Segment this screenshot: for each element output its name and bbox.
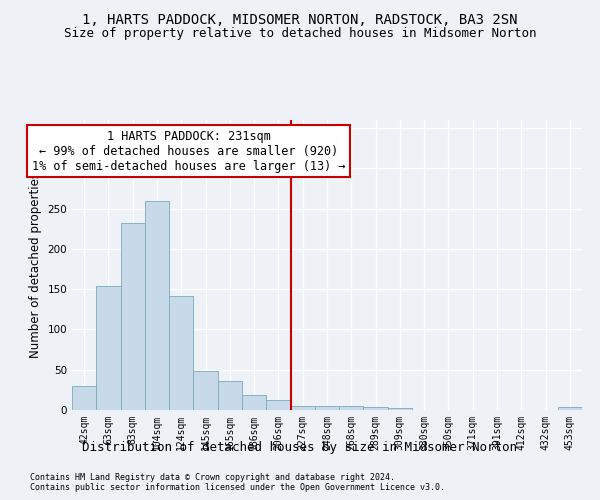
Bar bbox=[121, 223, 145, 410]
Y-axis label: Number of detached properties: Number of detached properties bbox=[29, 172, 42, 358]
Bar bbox=[72, 386, 96, 410]
Bar bbox=[339, 406, 364, 410]
Text: 1 HARTS PADDOCK: 231sqm
← 99% of detached houses are smaller (920)
1% of semi-de: 1 HARTS PADDOCK: 231sqm ← 99% of detache… bbox=[32, 130, 346, 172]
Bar bbox=[242, 394, 266, 410]
Bar bbox=[169, 296, 193, 410]
Bar bbox=[218, 381, 242, 410]
Bar bbox=[388, 408, 412, 410]
Text: Contains public sector information licensed under the Open Government Licence v3: Contains public sector information licen… bbox=[30, 484, 445, 492]
Bar bbox=[193, 370, 218, 410]
Text: 1, HARTS PADDOCK, MIDSOMER NORTON, RADSTOCK, BA3 2SN: 1, HARTS PADDOCK, MIDSOMER NORTON, RADST… bbox=[82, 12, 518, 26]
Bar bbox=[290, 406, 315, 410]
Bar bbox=[266, 400, 290, 410]
Bar bbox=[315, 406, 339, 410]
Bar bbox=[145, 200, 169, 410]
Bar bbox=[558, 407, 582, 410]
Text: Distribution of detached houses by size in Midsomer Norton: Distribution of detached houses by size … bbox=[83, 441, 517, 454]
Text: Contains HM Land Registry data © Crown copyright and database right 2024.: Contains HM Land Registry data © Crown c… bbox=[30, 474, 395, 482]
Text: Size of property relative to detached houses in Midsomer Norton: Size of property relative to detached ho… bbox=[64, 28, 536, 40]
Bar bbox=[364, 407, 388, 410]
Bar bbox=[96, 286, 121, 410]
